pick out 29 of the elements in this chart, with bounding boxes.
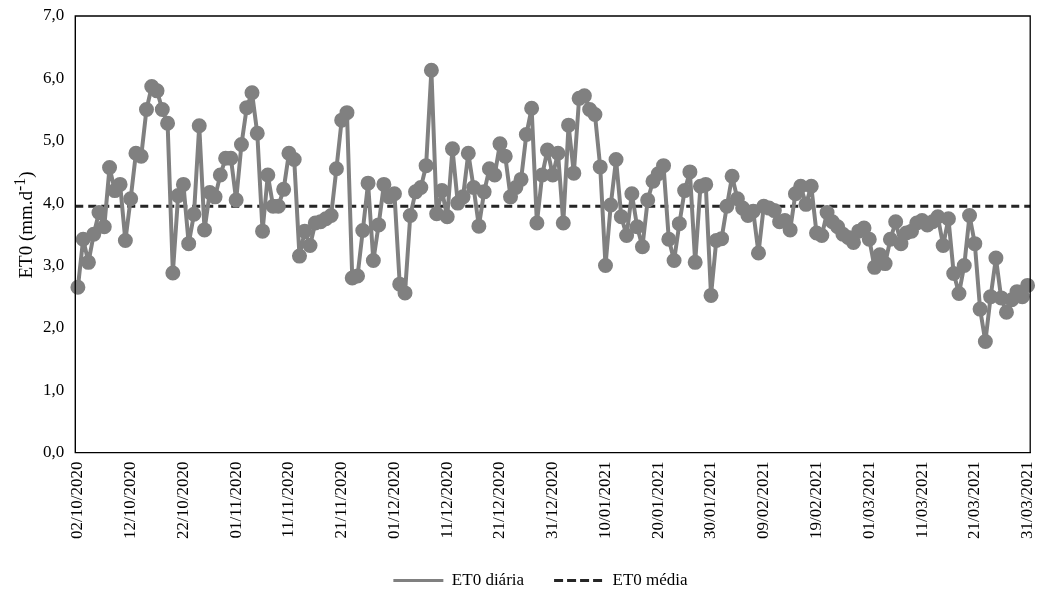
x-tick-label: 11/03/2021 <box>911 461 931 539</box>
y-tick-label: 7,0 <box>43 5 65 25</box>
x-tick-label: 19/02/2021 <box>806 461 825 540</box>
y-tick-label: 0,0 <box>43 442 65 462</box>
x-tick-label: 09/02/2021 <box>753 461 773 540</box>
legend-label: ET0 diária <box>451 569 525 589</box>
x-tick-label: 21/11/2020 <box>331 461 351 539</box>
x-tick-label: 12/10/2020 <box>120 461 140 540</box>
x-tick-label: 31/12/2020 <box>542 461 562 540</box>
x-tick-label: 21/03/2021 <box>964 461 984 540</box>
y-tick-label: 2,0 <box>43 317 65 337</box>
y-tick-label: 6,0 <box>43 67 65 87</box>
x-tick-label: 31/03/2021 <box>1017 461 1037 540</box>
x-tick-label: 22/10/2020 <box>172 461 192 540</box>
x-tick-label: 02/10/2020 <box>67 461 87 540</box>
x-tick-label: 11/12/2020 <box>436 461 456 539</box>
x-tick-label: 01/03/2021 <box>858 461 878 540</box>
x-tick-label: 10/01/2021 <box>594 461 614 540</box>
x-tick-label: 20/01/2021 <box>647 461 667 540</box>
x-tick-label: 01/11/2020 <box>225 461 245 539</box>
x-tick-label: 01/12/2020 <box>383 461 403 540</box>
x-tick-label: 30/01/2021 <box>700 461 720 540</box>
legend-label: ET0 média <box>612 569 689 589</box>
y-tick-label: 1,0 <box>43 379 65 399</box>
x-tick-label: 21/12/2020 <box>489 461 509 540</box>
y-tick-label: 5,0 <box>43 130 65 150</box>
y-tick-label: 3,0 <box>43 254 65 274</box>
y-tick-label: 4,0 <box>43 192 65 212</box>
x-tick-label: 11/11/2020 <box>278 461 298 538</box>
